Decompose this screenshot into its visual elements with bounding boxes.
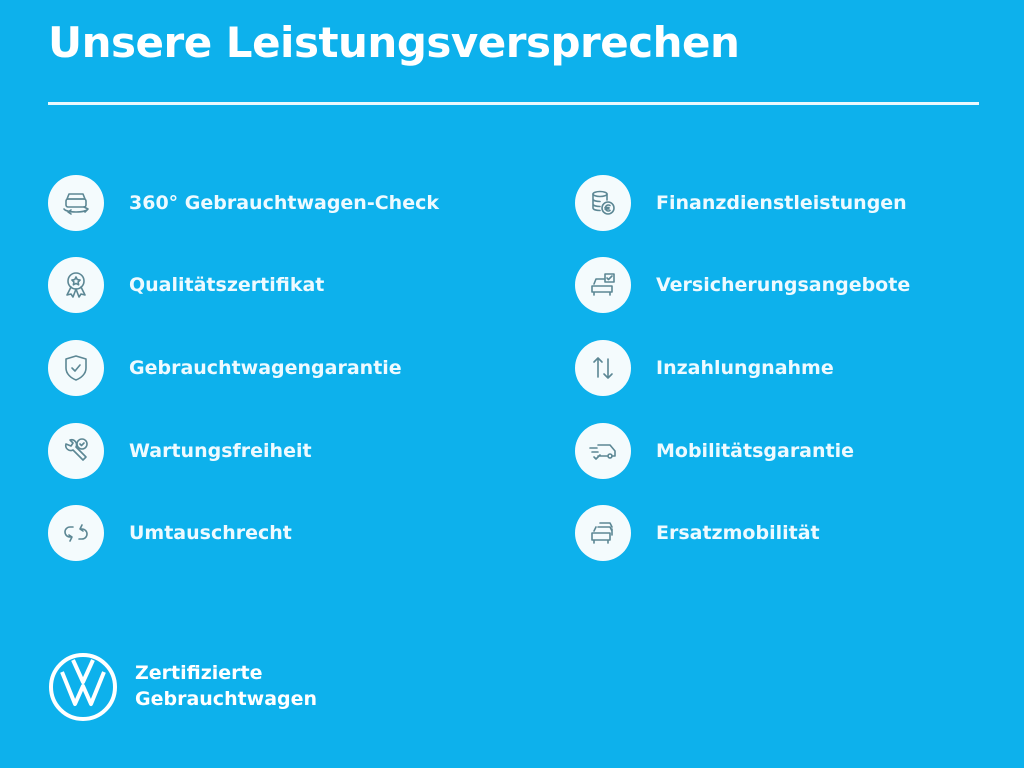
item-label: Mobilitätsgarantie — [656, 440, 855, 462]
list-item: Gebrauchtwagengarantie — [48, 339, 402, 397]
list-item: Inzahlungnahme — [575, 339, 834, 397]
list-item: 360° Gebrauchtwagen-Check — [48, 174, 439, 232]
item-label: 360° Gebrauchtwagen-Check — [129, 192, 439, 214]
vw-logo — [49, 653, 117, 721]
item-label: Inzahlungnahme — [656, 357, 834, 379]
award-badge-icon — [48, 257, 104, 313]
page-title: Unsere Leistungsversprechen — [48, 18, 740, 67]
list-item: Wartungsfreiheit — [48, 422, 312, 480]
item-label: Wartungsfreiheit — [129, 440, 312, 462]
van-speed-icon — [575, 423, 631, 479]
item-label: Versicherungsangebote — [656, 274, 911, 296]
coins-euro-icon — [575, 175, 631, 231]
wrench-check-icon — [48, 423, 104, 479]
list-item: Ersatzmobilität — [575, 504, 820, 562]
item-label: Gebrauchtwagengarantie — [129, 357, 402, 379]
divider — [48, 102, 979, 105]
up-down-arrows-icon — [575, 340, 631, 396]
item-label: Finanzdienstleistungen — [656, 192, 907, 214]
exchange-arrows-icon — [48, 505, 104, 561]
brand-line-1: Zertifizierte — [135, 662, 263, 684]
car-check-icon — [48, 175, 104, 231]
item-label: Qualitätszertifikat — [129, 274, 325, 296]
item-label: Umtauschrecht — [129, 522, 292, 544]
list-item: Versicherungsangebote — [575, 256, 910, 314]
cars-stack-icon — [575, 505, 631, 561]
item-label: Ersatzmobilität — [656, 522, 820, 544]
list-item: Mobilitätsgarantie — [575, 422, 854, 480]
list-item: Finanzdienstleistungen — [575, 174, 907, 232]
shield-check-icon — [48, 340, 104, 396]
car-insurance-icon — [575, 257, 631, 313]
brand-text: Zertifizierte Gebrauchtwagen — [135, 660, 317, 712]
list-item: Qualitätszertifikat — [48, 256, 324, 314]
brand-line-2: Gebrauchtwagen — [135, 688, 318, 710]
list-item: Umtauschrecht — [48, 504, 292, 562]
